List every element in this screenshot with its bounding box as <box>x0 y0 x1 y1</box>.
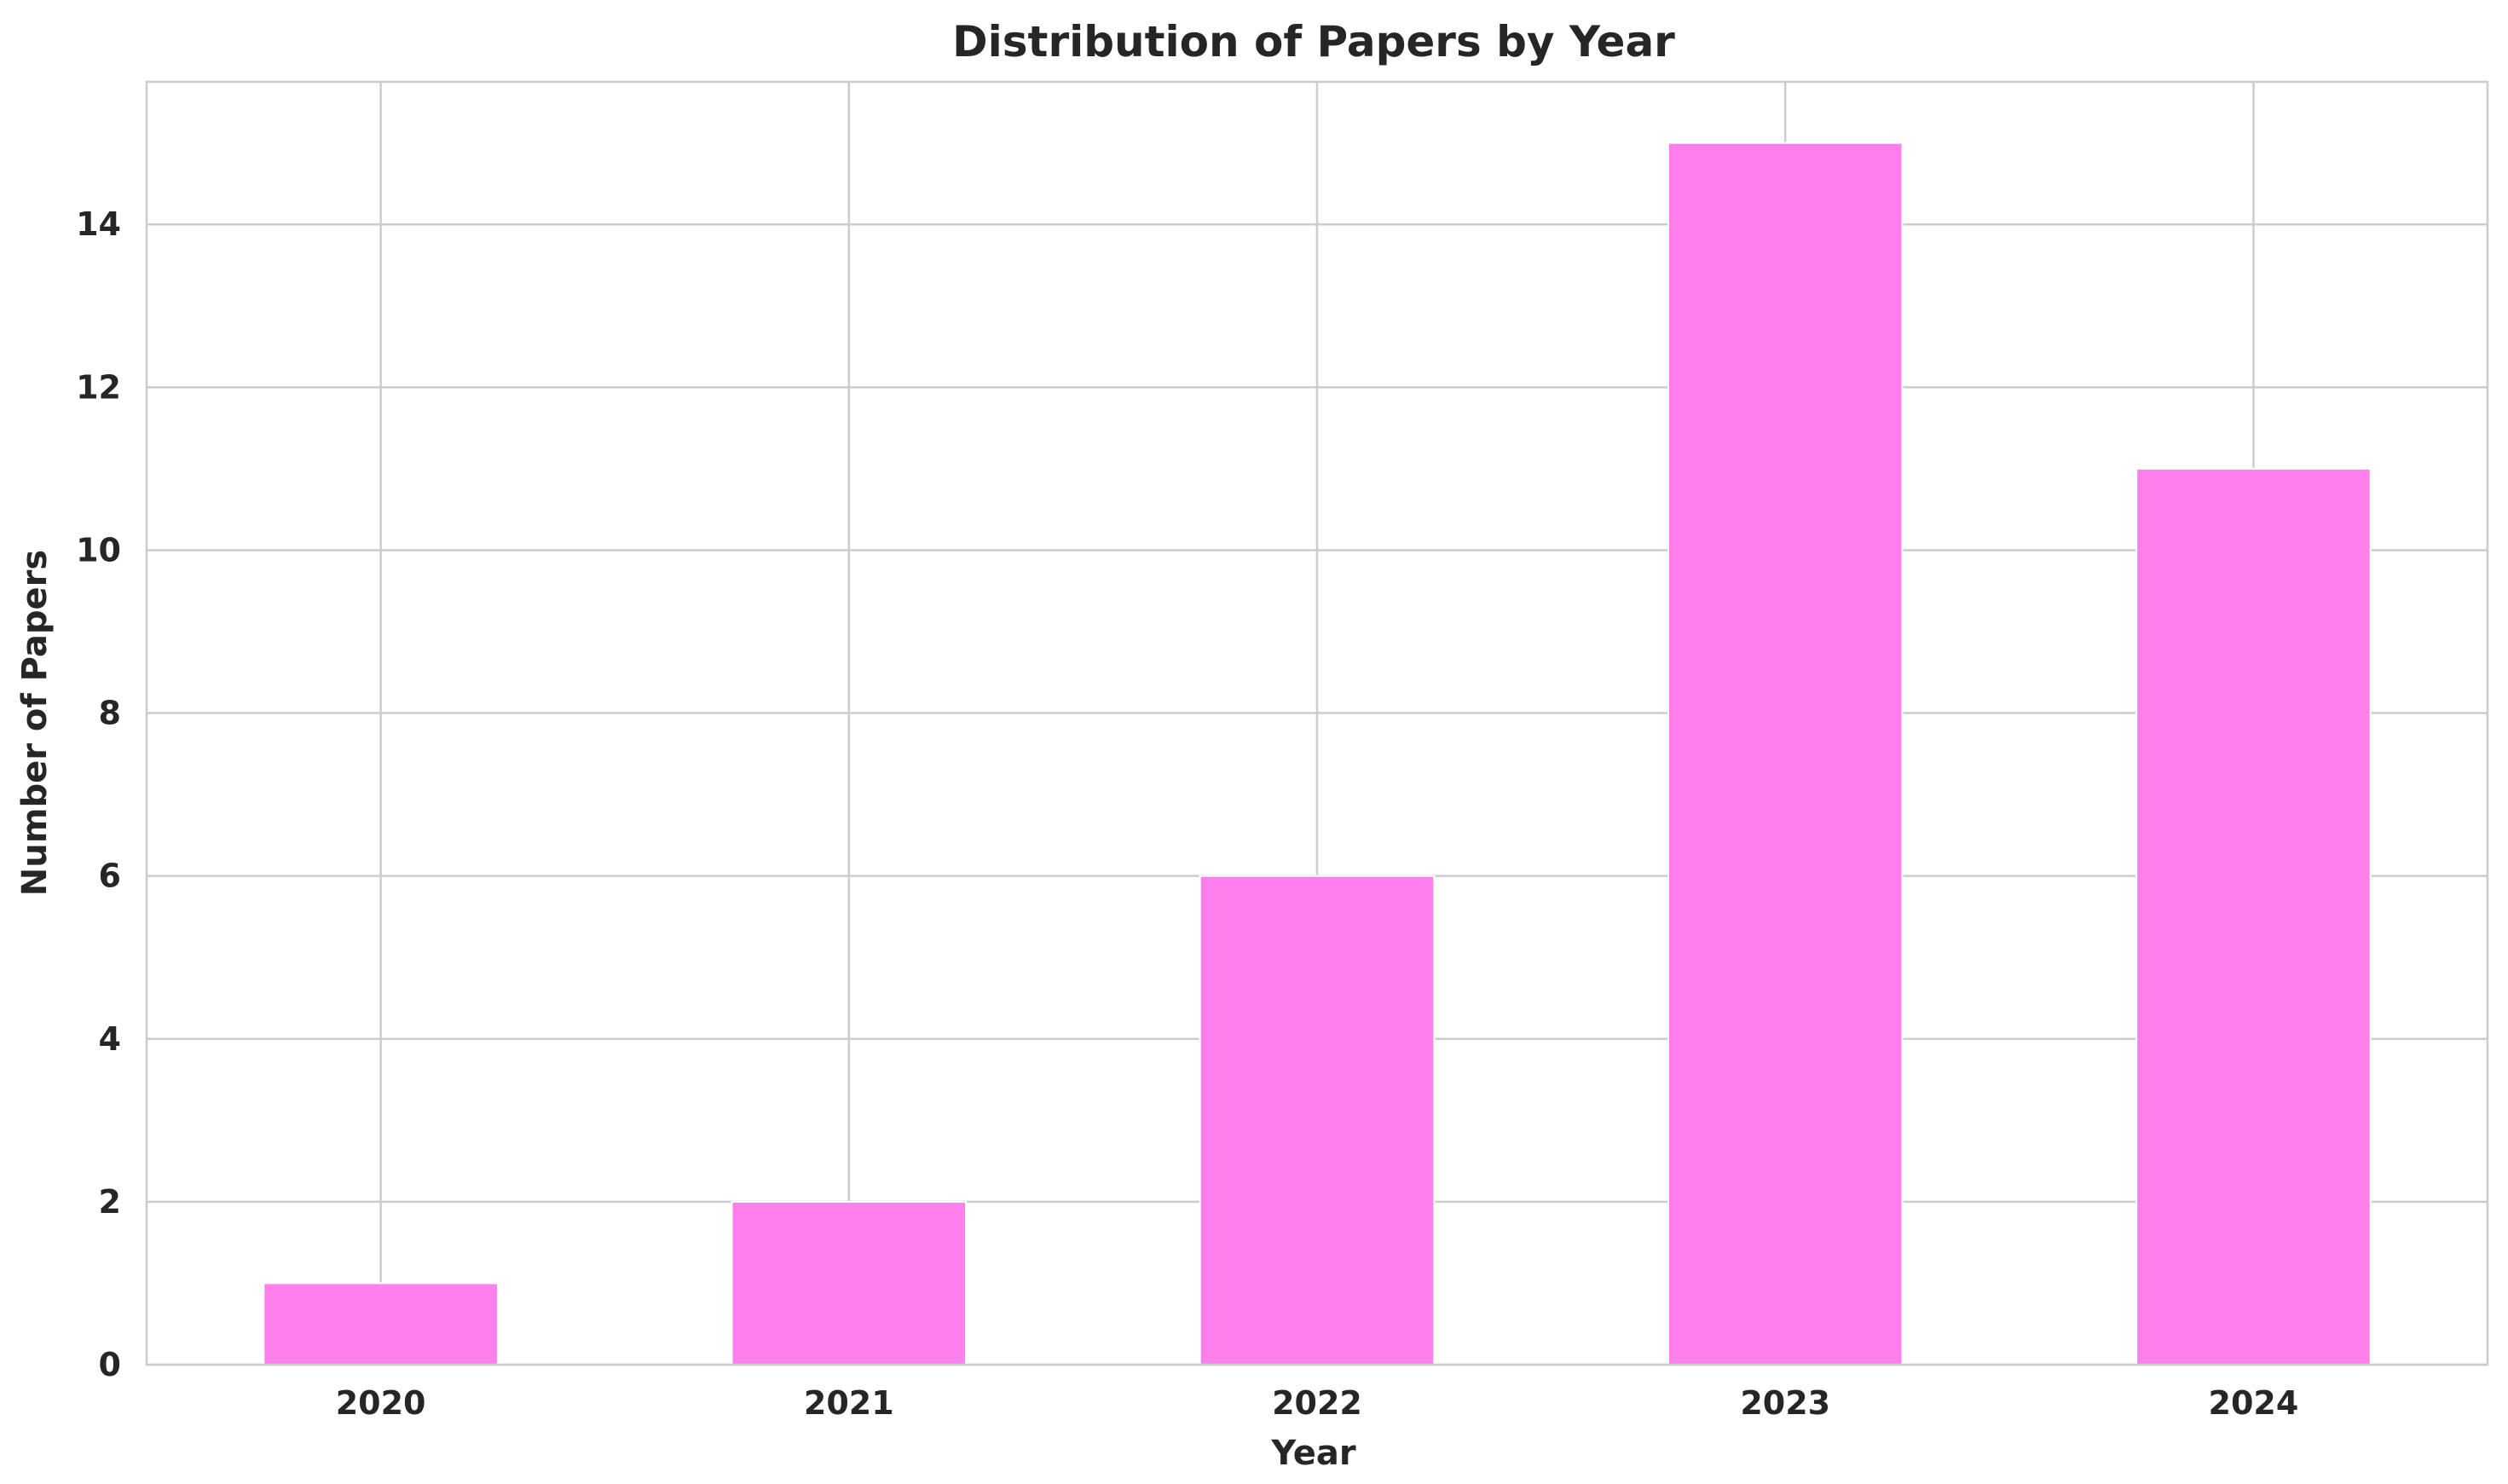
x-tick-label: 2023 <box>1740 1384 1830 1422</box>
x-tick-label: 2021 <box>804 1384 894 1422</box>
y-tick-label: 0 <box>99 1346 121 1383</box>
bar-2020 <box>263 1282 499 1366</box>
bar-2023 <box>1667 141 1904 1366</box>
plot-frame <box>145 80 2489 1366</box>
x-tick-label: 2020 <box>336 1384 426 1422</box>
y-tick-label: 6 <box>99 857 121 895</box>
x-tick-labels: 2020 2021 2022 2023 2024 <box>336 1384 2299 1422</box>
bar-2022 <box>1199 875 1436 1366</box>
y-tick-label: 12 <box>76 368 121 406</box>
bar-2021 <box>731 1200 968 1366</box>
x-tick-label: 2024 <box>2209 1384 2299 1422</box>
y-tick-labels: 0 2 4 6 8 10 12 14 <box>76 205 121 1383</box>
chart-title: Distribution of Papers by Year <box>952 17 1675 66</box>
y-tick-label: 10 <box>76 531 121 569</box>
y-axis-label: Number of Papers <box>15 550 55 896</box>
x-tick-label: 2022 <box>1272 1384 1362 1422</box>
bars <box>263 141 2372 1366</box>
y-tick-label: 8 <box>99 695 121 732</box>
y-tick-label: 4 <box>99 1020 121 1058</box>
y-tick-label: 2 <box>99 1183 121 1221</box>
x-axis-label: Year <box>1270 1434 1355 1473</box>
y-tick-label: 14 <box>76 205 121 243</box>
bar-2024 <box>2135 467 2372 1366</box>
